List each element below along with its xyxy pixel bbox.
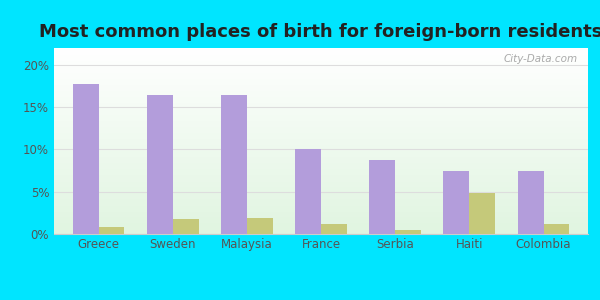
Bar: [247, 218, 273, 234]
Bar: [469, 193, 495, 234]
Bar: [544, 224, 569, 234]
Bar: [73, 83, 98, 234]
Bar: [395, 230, 421, 234]
Text: City-Data.com: City-Data.com: [503, 54, 577, 64]
Bar: [295, 149, 321, 234]
Bar: [518, 171, 544, 234]
Bar: [443, 171, 469, 234]
Bar: [321, 224, 347, 234]
Title: Most common places of birth for foreign-born residents: Most common places of birth for foreign-…: [40, 23, 600, 41]
Bar: [147, 94, 173, 234]
Bar: [221, 94, 247, 234]
Bar: [173, 219, 199, 234]
Bar: [369, 160, 395, 234]
Bar: [98, 227, 124, 234]
